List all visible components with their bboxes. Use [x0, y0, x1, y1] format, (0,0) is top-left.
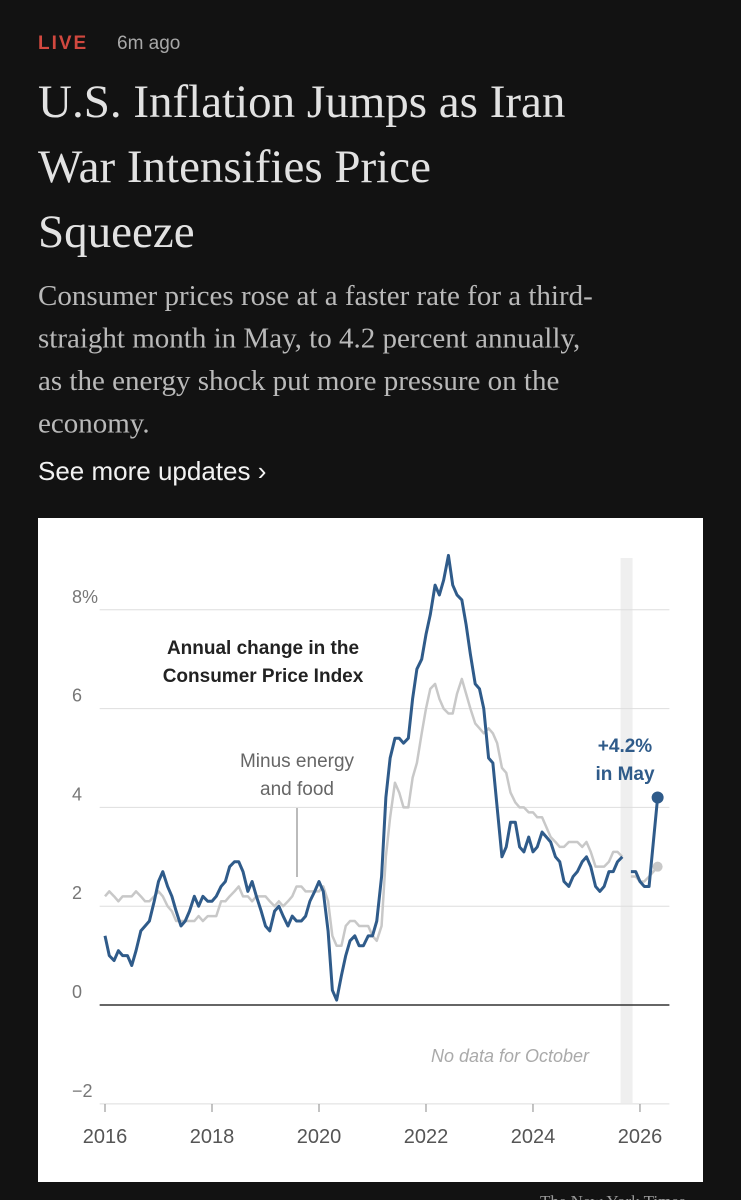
- y-tick-label: 8%: [72, 587, 98, 607]
- series-label: and food: [260, 779, 334, 800]
- headline-line: U.S. Inflation Jumps as Iran: [38, 76, 565, 128]
- x-tick-label: 2022: [404, 1126, 449, 1148]
- headline-line: War Intensifies Price: [38, 141, 431, 193]
- chart-credit: The New York Times: [540, 1192, 685, 1200]
- y-tick-label: 2: [72, 883, 82, 903]
- y-tick-label: 0: [72, 982, 82, 1002]
- series-line: [103, 553, 660, 1002]
- x-tick-label: 2026: [618, 1126, 663, 1148]
- headline-line: Squeeze: [38, 206, 195, 258]
- x-tick-label: 2018: [190, 1126, 235, 1148]
- x-tick-label: 2020: [297, 1126, 342, 1148]
- y-tick-label: −2: [72, 1081, 93, 1101]
- end-dot: [651, 791, 664, 804]
- chart-card: [38, 518, 703, 1182]
- y-tick-label: 4: [72, 784, 82, 804]
- live-badge: LIVE: [38, 33, 88, 54]
- series-line: [104, 677, 659, 947]
- summary-line: as the energy shock put more pressure on…: [38, 365, 559, 397]
- headline: U.S. Inflation Jumps as Iran War Intensif…: [38, 76, 565, 258]
- summary-line: straight month in May, to 4.2 percent an…: [38, 323, 580, 355]
- chart-title: Annual change in the: [167, 638, 359, 659]
- series-label: Minus energy: [240, 751, 355, 772]
- chart: −2 0 2 4 6 8% 2016 2018 2020 2022 2024 2026 Annual c…: [72, 553, 685, 1200]
- chart-note: No data for October: [431, 1046, 590, 1066]
- end-dot: [652, 861, 663, 872]
- summary-line: Consumer prices rose at a faster rate fo…: [38, 280, 593, 312]
- chart-title: Consumer Price Index: [163, 666, 364, 687]
- summary-line: economy.: [38, 408, 150, 440]
- x-tick-label: 2024: [511, 1126, 556, 1148]
- more-updates-link[interactable]: See more updates ›: [38, 456, 266, 486]
- x-tick-label: 2016: [83, 1126, 128, 1148]
- y-tick-label: 6: [72, 686, 82, 706]
- timestamp: 6m ago: [117, 33, 180, 54]
- no-data-band: [620, 558, 633, 1103]
- series-label: in May: [595, 764, 655, 785]
- series-label: +4.2%: [598, 736, 653, 757]
- summary: Consumer prices rose at a faster rate fo…: [38, 280, 593, 440]
